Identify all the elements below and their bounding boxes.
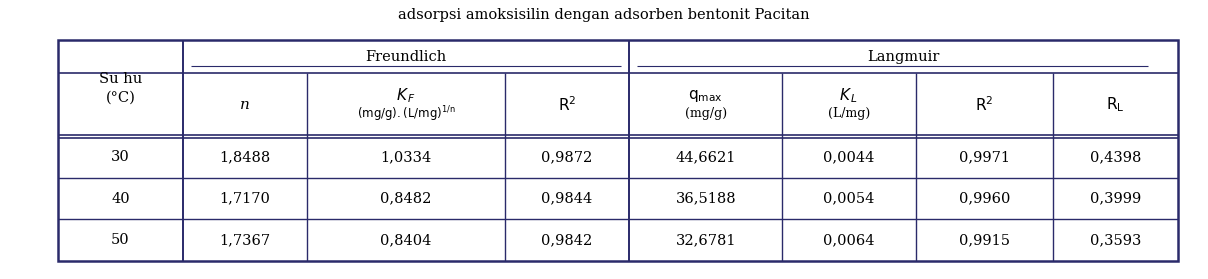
Text: 1,8488: 1,8488 xyxy=(220,150,271,164)
Text: 0,8404: 0,8404 xyxy=(381,233,431,247)
Text: 0,3999: 0,3999 xyxy=(1090,192,1142,206)
Text: $\mathrm{R^2}$: $\mathrm{R^2}$ xyxy=(975,95,994,114)
Text: Freundlich: Freundlich xyxy=(365,50,447,64)
Text: 0,0054: 0,0054 xyxy=(823,192,875,206)
Text: 32,6781: 32,6781 xyxy=(675,233,736,247)
Text: 0,3593: 0,3593 xyxy=(1090,233,1142,247)
Text: 1,0334: 1,0334 xyxy=(381,150,431,164)
Text: 0,9915: 0,9915 xyxy=(959,233,1010,247)
Text: 0,4398: 0,4398 xyxy=(1090,150,1142,164)
Text: $\mathrm{R^2}$: $\mathrm{R^2}$ xyxy=(558,95,576,114)
Bar xyxy=(58,40,1178,261)
Text: 0,9842: 0,9842 xyxy=(541,233,593,247)
Text: $\mathrm{R_L}$: $\mathrm{R_L}$ xyxy=(1107,95,1125,114)
Text: 1,7367: 1,7367 xyxy=(220,233,271,247)
Text: Langmuir: Langmuir xyxy=(867,50,940,64)
Text: (L/mg): (L/mg) xyxy=(827,107,870,120)
Text: 40: 40 xyxy=(111,192,129,206)
Text: 36,5188: 36,5188 xyxy=(675,192,736,206)
Text: 0,0064: 0,0064 xyxy=(823,233,875,247)
Text: 0,9960: 0,9960 xyxy=(959,192,1010,206)
Text: 1,7170: 1,7170 xyxy=(220,192,271,206)
Text: $K_{\,L}$: $K_{\,L}$ xyxy=(840,86,859,105)
Text: 44,6621: 44,6621 xyxy=(675,150,736,164)
Text: 0,9872: 0,9872 xyxy=(541,150,593,164)
Text: 0,9844: 0,9844 xyxy=(541,192,593,206)
Text: $K_{\,F}$: $K_{\,F}$ xyxy=(396,86,416,105)
Text: adsorpsi amoksisilin dengan adsorben bentonit Pacitan: adsorpsi amoksisilin dengan adsorben ben… xyxy=(399,8,809,22)
Text: 0,9971: 0,9971 xyxy=(959,150,1010,164)
Text: Su hu
(°C): Su hu (°C) xyxy=(99,72,143,105)
Text: 30: 30 xyxy=(111,150,129,164)
Text: 0,8482: 0,8482 xyxy=(381,192,431,206)
Text: $\mathrm{(mg/g).(L/mg)^{1/n}}$: $\mathrm{(mg/g).(L/mg)^{1/n}}$ xyxy=(356,104,455,124)
Text: 50: 50 xyxy=(111,233,129,247)
Text: $\mathrm{q_{max}}$: $\mathrm{q_{max}}$ xyxy=(689,88,724,104)
Text: (mg/g): (mg/g) xyxy=(685,107,727,120)
Text: n: n xyxy=(240,98,250,112)
Text: 0,0044: 0,0044 xyxy=(823,150,875,164)
